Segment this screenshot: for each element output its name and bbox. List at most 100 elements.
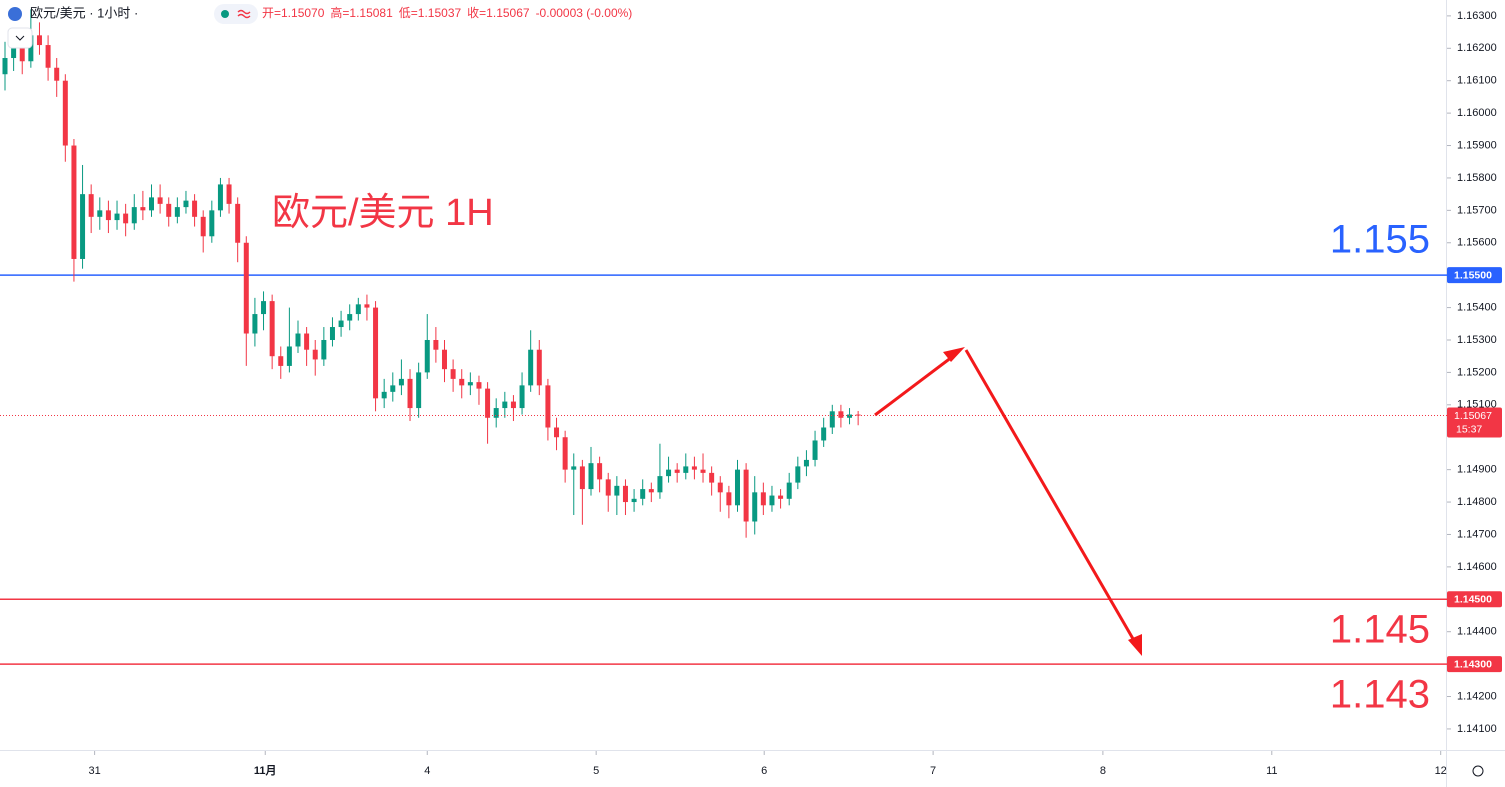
arrow-up	[874, 352, 957, 417]
candle-body	[80, 194, 86, 259]
symbol: 欧元/美元 · 1小时 ·	[30, 5, 138, 20]
plot	[0, 9, 1447, 665]
candle-body	[71, 145, 77, 259]
annotation: 1.155	[1330, 218, 1430, 262]
candle-body	[631, 498, 637, 503]
candle-body	[88, 194, 94, 217]
candle-body	[148, 197, 154, 211]
chevron	[15, 35, 25, 41]
last-price-label: 1.15067	[1454, 410, 1492, 422]
candle-body	[390, 385, 396, 392]
last-price-badge	[1447, 407, 1502, 438]
candle-body	[519, 385, 525, 409]
x-tick-label: 8	[1100, 765, 1106, 777]
candle-body	[709, 472, 715, 483]
x-tick-label: 4	[424, 765, 430, 777]
candle-body	[424, 339, 430, 373]
candle-body	[829, 411, 835, 428]
collapse-button[interactable]	[7, 27, 33, 49]
y-tick-label: 1.16100	[1457, 75, 1497, 87]
candle-body	[105, 210, 111, 221]
candle-body	[778, 495, 784, 499]
candle-body	[683, 466, 689, 473]
candle-body	[640, 489, 646, 499]
level-label: 1.14300	[1454, 658, 1492, 670]
candle-body	[183, 200, 189, 208]
ohlc-field: 低=1.15037	[399, 6, 462, 20]
x-tick-label: 11	[1266, 765, 1277, 777]
candle-body	[502, 401, 508, 409]
candle-body	[11, 48, 17, 59]
x-tick-label: 11月	[254, 764, 277, 777]
x-tick-label: 7	[930, 765, 936, 777]
level-badge	[1447, 656, 1502, 673]
candle-body	[261, 301, 267, 315]
candle-body	[803, 459, 809, 467]
annotation: 1.143	[1330, 673, 1430, 717]
candle-body	[2, 58, 8, 75]
candle-body	[648, 489, 654, 493]
candle-body	[304, 333, 310, 350]
y-tick-label: 1.15900	[1457, 139, 1497, 151]
annotation: 1.145	[1330, 608, 1430, 652]
candle-body	[200, 216, 206, 237]
candle-body	[209, 210, 215, 237]
candle-body	[614, 485, 620, 496]
y-tick-label: 1.14100	[1457, 723, 1497, 735]
candle-body	[467, 382, 473, 386]
candle-body	[235, 203, 241, 243]
candle-body	[97, 210, 103, 217]
candle-body	[562, 437, 568, 470]
candle-body	[28, 35, 34, 62]
candle-body	[192, 200, 198, 217]
candle-body	[717, 482, 723, 493]
candle-body	[433, 339, 439, 350]
candle-body	[536, 349, 542, 386]
candle-body	[571, 466, 577, 470]
countdown: 15:37	[1456, 423, 1482, 435]
ohlc-field: 高=1.15081	[330, 5, 393, 20]
candle-body	[734, 469, 740, 506]
candle-body	[769, 495, 775, 506]
candle-body	[528, 349, 534, 386]
candle-body	[114, 213, 120, 221]
candle-body	[657, 476, 663, 493]
candle-body	[416, 372, 422, 409]
candle-body	[450, 369, 456, 379]
settings-icon[interactable]	[1472, 765, 1484, 777]
arrow-down	[964, 349, 1138, 645]
x-tick-label: 6	[761, 765, 767, 777]
arrow-head	[1128, 634, 1142, 656]
candle-body	[545, 385, 551, 428]
y-tick-label: 1.14800	[1457, 496, 1497, 508]
candle-body	[597, 463, 603, 480]
candle-body	[140, 207, 146, 211]
ohlc-field: -0.00003 (-0.00%)	[536, 6, 633, 20]
ohlc-field: 开=1.15070	[262, 6, 325, 20]
candle-body	[407, 378, 413, 409]
y-tick-label: 1.14400	[1457, 626, 1497, 638]
y-tick-label: 1.14600	[1457, 561, 1497, 573]
level-label: 1.15500	[1454, 269, 1492, 281]
wave-icon	[237, 9, 251, 19]
candle-body	[243, 242, 249, 334]
candle-body	[588, 463, 594, 490]
candle-body	[217, 184, 223, 211]
candle-body	[666, 469, 672, 477]
candle-body	[338, 320, 344, 328]
candle-body	[485, 388, 491, 418]
candle-body	[329, 327, 335, 340]
candle-body	[493, 408, 499, 418]
candle-body	[269, 301, 275, 357]
candle-body	[700, 469, 706, 473]
status-pill[interactable]	[214, 4, 258, 24]
candle-body	[752, 492, 758, 522]
candle-body	[605, 479, 611, 496]
candle-body	[286, 346, 292, 366]
candle-body	[36, 35, 42, 46]
candle-body	[821, 427, 827, 441]
candle-body	[743, 469, 749, 522]
ohlc-field: 收=1.15067	[467, 6, 530, 20]
candle-body	[476, 382, 482, 389]
candle-body	[131, 207, 137, 224]
